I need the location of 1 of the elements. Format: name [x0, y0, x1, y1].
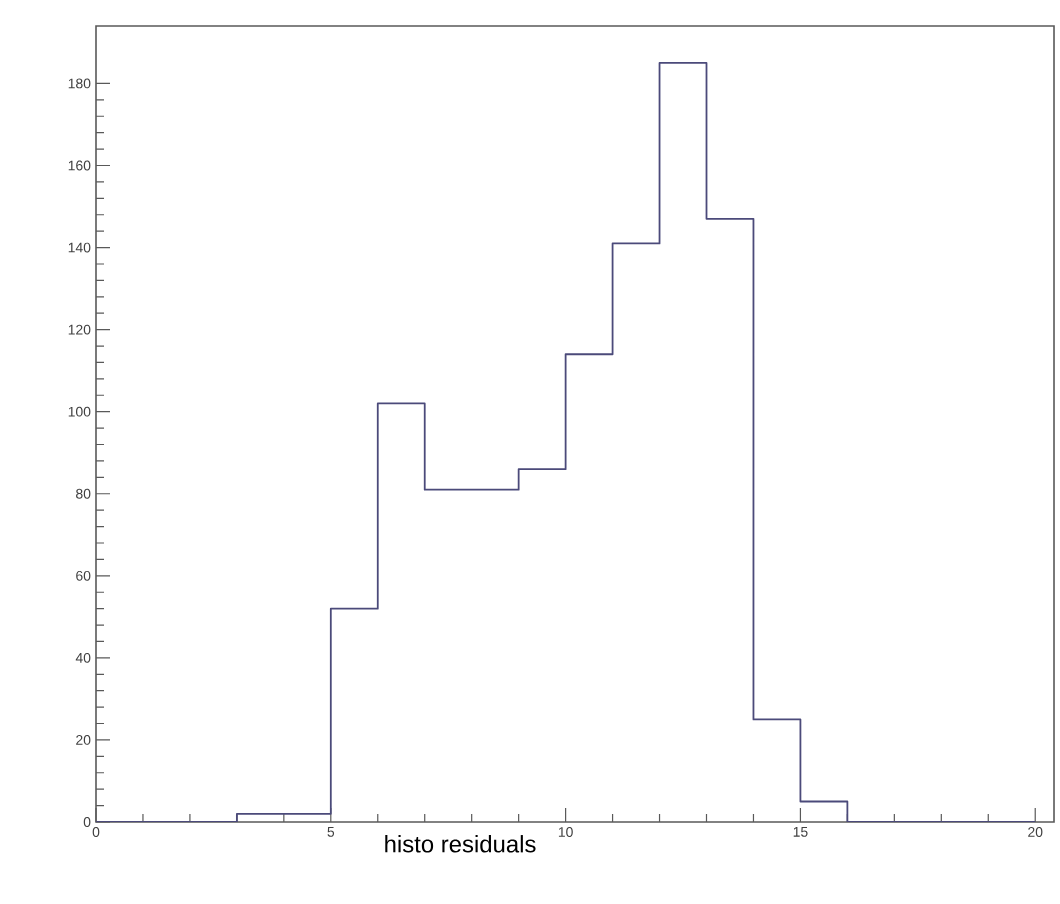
x-axis-title: histo residuals [385, 835, 536, 853]
